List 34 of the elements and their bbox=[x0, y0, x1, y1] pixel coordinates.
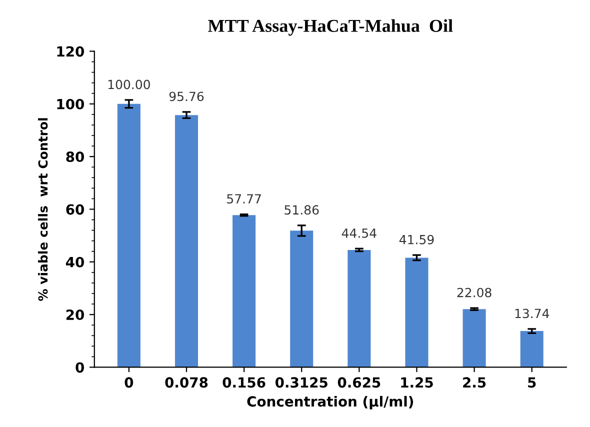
y-tick-label: 120 bbox=[57, 46, 84, 57]
y-tick-label: 0 bbox=[76, 362, 84, 373]
data-label: 51.86 bbox=[284, 205, 319, 215]
x-tick-label: 0 bbox=[124, 377, 134, 388]
x-tick-label: 0.078 bbox=[165, 377, 208, 388]
bar bbox=[174, 115, 198, 368]
data-label: 41.59 bbox=[399, 234, 434, 244]
y-tick-label: 20 bbox=[66, 310, 84, 320]
data-label: 44.54 bbox=[342, 228, 376, 238]
x-tick-label: 0.3125 bbox=[275, 377, 328, 388]
x-tick-label: 5 bbox=[528, 377, 536, 388]
data-label: 57.77 bbox=[227, 194, 261, 204]
chart-title: MTT Assay-HaCaT-Mahua Oil bbox=[208, 19, 453, 36]
data-label: 95.76 bbox=[169, 92, 204, 102]
bar bbox=[520, 331, 544, 368]
x-axis-title: Concentration (µl/ml) bbox=[247, 396, 414, 410]
bar bbox=[290, 230, 314, 368]
y-tick-label: 60 bbox=[66, 204, 84, 215]
y-tick-label: 40 bbox=[66, 256, 84, 268]
bar bbox=[348, 250, 371, 368]
x-tick-label: 0.156 bbox=[222, 377, 266, 388]
data-label: 100.00 bbox=[108, 80, 150, 90]
x-tick-label: 1.25 bbox=[401, 377, 433, 388]
bar bbox=[232, 215, 256, 368]
bar bbox=[405, 258, 428, 368]
x-tick-label: 0.625 bbox=[338, 377, 380, 388]
data-label: 22.08 bbox=[457, 288, 492, 298]
data-label: 13.74 bbox=[515, 308, 550, 318]
y-axis-title: % viable cells wrt Control bbox=[38, 118, 48, 301]
bar bbox=[117, 104, 140, 368]
x-tick-label: 2.5 bbox=[463, 377, 486, 388]
y-tick-label: 100 bbox=[57, 98, 84, 110]
y-tick-label: 80 bbox=[66, 152, 84, 162]
bar bbox=[462, 309, 486, 368]
